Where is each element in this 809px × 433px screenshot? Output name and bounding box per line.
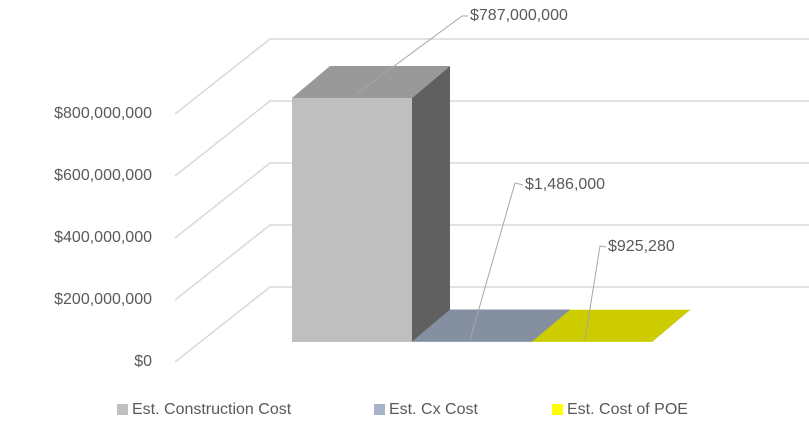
bar-front bbox=[292, 98, 412, 342]
y-tick-label: $0 bbox=[134, 353, 152, 370]
data-label: $787,000,000 bbox=[470, 7, 568, 24]
legend-swatch bbox=[374, 404, 385, 415]
data-label: $925,280 bbox=[608, 238, 675, 255]
y-tick-label: $600,000,000 bbox=[54, 167, 152, 184]
y-tick-label: $400,000,000 bbox=[54, 229, 152, 246]
bar-top bbox=[292, 66, 450, 99]
legend-label: Est. Construction Cost bbox=[132, 401, 292, 418]
leader-line bbox=[354, 15, 468, 96]
bar-side bbox=[412, 66, 450, 342]
bar-top bbox=[412, 309, 570, 342]
grid-line bbox=[174, 224, 809, 301]
legend-swatch bbox=[552, 404, 563, 415]
bar-side bbox=[652, 309, 690, 342]
bar bbox=[532, 309, 690, 342]
grid-line bbox=[174, 162, 809, 239]
leader-line bbox=[584, 245, 607, 341]
bar-top bbox=[532, 309, 690, 342]
bar bbox=[292, 66, 450, 342]
data-label: $1,486,000 bbox=[525, 176, 605, 193]
legend-swatch bbox=[117, 404, 128, 415]
grid-line bbox=[174, 286, 809, 363]
grid-line bbox=[174, 100, 809, 177]
legend-label: Est. Cost of POE bbox=[567, 401, 688, 418]
grid-line bbox=[174, 38, 809, 115]
y-tick-label: $200,000,000 bbox=[54, 291, 152, 308]
y-tick-label: $800,000,000 bbox=[54, 105, 152, 122]
legend-label: Est. Cx Cost bbox=[389, 401, 478, 418]
leader-line bbox=[469, 182, 524, 341]
